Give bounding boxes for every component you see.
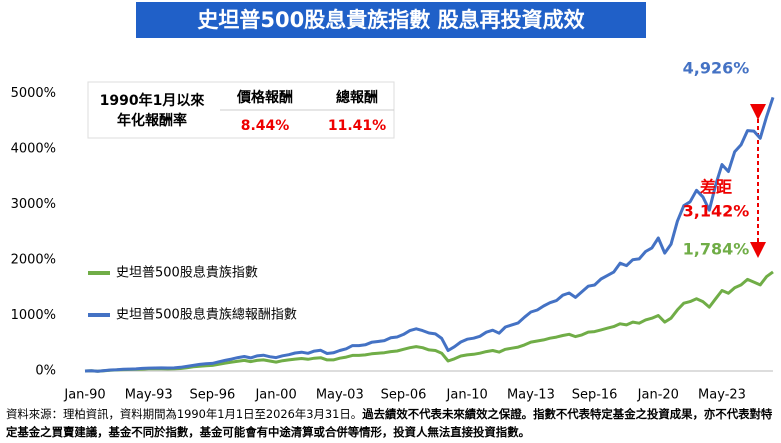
annotation: 差距 — [700, 178, 732, 197]
source-note: 資料來源：理柏資訊，資料期間為1990年1月1日至2026年3月31日。 — [6, 407, 363, 421]
legend-label: 史坦普500股息貴族總報酬指數 — [116, 307, 297, 323]
y-tick-label: 5000% — [11, 86, 56, 101]
y-tick-label: 0% — [35, 364, 56, 379]
x-tick-label: Jan-10 — [446, 388, 488, 403]
x-tick-label: Sep-96 — [190, 388, 236, 403]
y-tick-label: 4000% — [11, 141, 56, 156]
x-tick-label: May-93 — [125, 388, 173, 403]
x-tick-label: Jan-90 — [63, 388, 105, 403]
y-tick-label: 2000% — [11, 252, 56, 267]
x-tick-label: Jan-20 — [637, 388, 679, 403]
table-header: 價格報酬 — [236, 89, 293, 106]
x-tick-label: May-23 — [698, 388, 746, 403]
chart-title: 史坦普500股息貴族指數 股息再投資成效 — [136, 2, 646, 38]
annotation: 1,784% — [683, 240, 750, 259]
annotation: 3,142% — [683, 202, 750, 221]
table-header: 總報酬 — [336, 89, 378, 106]
y-tick-label: 3000% — [11, 197, 56, 212]
table-row-label: 1990年1月以來 — [100, 92, 205, 109]
x-tick-label: Sep-16 — [572, 388, 618, 403]
legend-label: 史坦普500股息貴族指數 — [116, 265, 258, 281]
x-tick-label: Sep-06 — [381, 388, 427, 403]
y-tick-label: 1000% — [11, 308, 56, 323]
x-tick-label: May-03 — [316, 388, 364, 403]
table-row-label: 年化報酬率 — [117, 112, 187, 129]
x-tick-label: Jan-00 — [254, 388, 296, 403]
series-line — [84, 270, 774, 373]
disclaimer: 過去績效不代表未來績效之保證。指數不代表特定基金之投資成果，亦不代表對特定基金之… — [6, 407, 773, 439]
annotation: 4,926% — [683, 59, 750, 78]
series-line — [84, 96, 775, 373]
table-value: 8.44% — [241, 118, 290, 134]
chart: 1990年1月以來 年化報酬率 價格報酬 總報酬 8.44% 11.41% 0%… — [11, 59, 775, 403]
x-tick-label: May-13 — [507, 388, 555, 403]
footnote: 資料來源：理柏資訊，資料期間為1990年1月1日至2026年3月31日。過去績效… — [6, 405, 778, 441]
table-value: 11.41% — [328, 118, 386, 134]
